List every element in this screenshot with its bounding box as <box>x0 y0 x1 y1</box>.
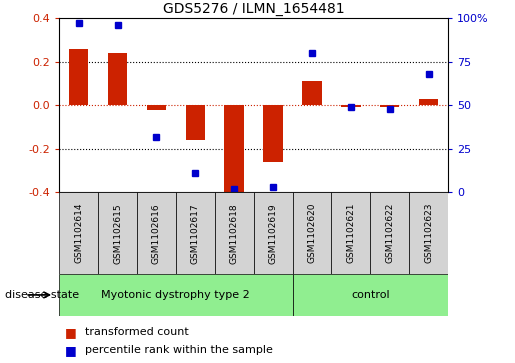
Text: ■: ■ <box>64 344 76 357</box>
Text: GSM1102621: GSM1102621 <box>347 203 355 264</box>
Text: GSM1102616: GSM1102616 <box>152 203 161 264</box>
Bar <box>225 105 244 192</box>
Bar <box>293 274 448 316</box>
Text: GSM1102614: GSM1102614 <box>74 203 83 264</box>
Bar <box>409 192 448 274</box>
Text: GSM1102619: GSM1102619 <box>269 203 278 264</box>
Text: GSM1102617: GSM1102617 <box>191 203 200 264</box>
Text: percentile rank within the sample: percentile rank within the sample <box>85 345 273 355</box>
Bar <box>263 105 283 162</box>
Text: transformed count: transformed count <box>85 327 188 337</box>
Bar <box>108 53 127 105</box>
Bar <box>69 49 89 105</box>
Bar <box>215 192 253 274</box>
Bar <box>380 105 400 107</box>
Text: GSM1102620: GSM1102620 <box>307 203 316 264</box>
Text: GSM1102615: GSM1102615 <box>113 203 122 264</box>
Bar <box>98 192 137 274</box>
Bar <box>59 274 293 316</box>
Text: ■: ■ <box>64 326 76 339</box>
Bar <box>147 105 166 110</box>
Bar <box>59 192 98 274</box>
Text: disease state: disease state <box>5 290 79 300</box>
Text: Myotonic dystrophy type 2: Myotonic dystrophy type 2 <box>101 290 250 300</box>
Bar <box>137 192 176 274</box>
Text: GSM1102618: GSM1102618 <box>230 203 238 264</box>
Bar <box>253 192 293 274</box>
Bar <box>341 105 360 107</box>
Bar <box>293 192 332 274</box>
Title: GDS5276 / ILMN_1654481: GDS5276 / ILMN_1654481 <box>163 2 345 16</box>
Bar <box>332 192 370 274</box>
Bar <box>370 192 409 274</box>
Bar <box>419 99 438 105</box>
Text: GSM1102623: GSM1102623 <box>424 203 433 264</box>
Text: GSM1102622: GSM1102622 <box>385 203 394 264</box>
Bar <box>185 105 205 140</box>
Bar <box>302 81 322 105</box>
Bar <box>176 192 215 274</box>
Text: control: control <box>351 290 389 300</box>
